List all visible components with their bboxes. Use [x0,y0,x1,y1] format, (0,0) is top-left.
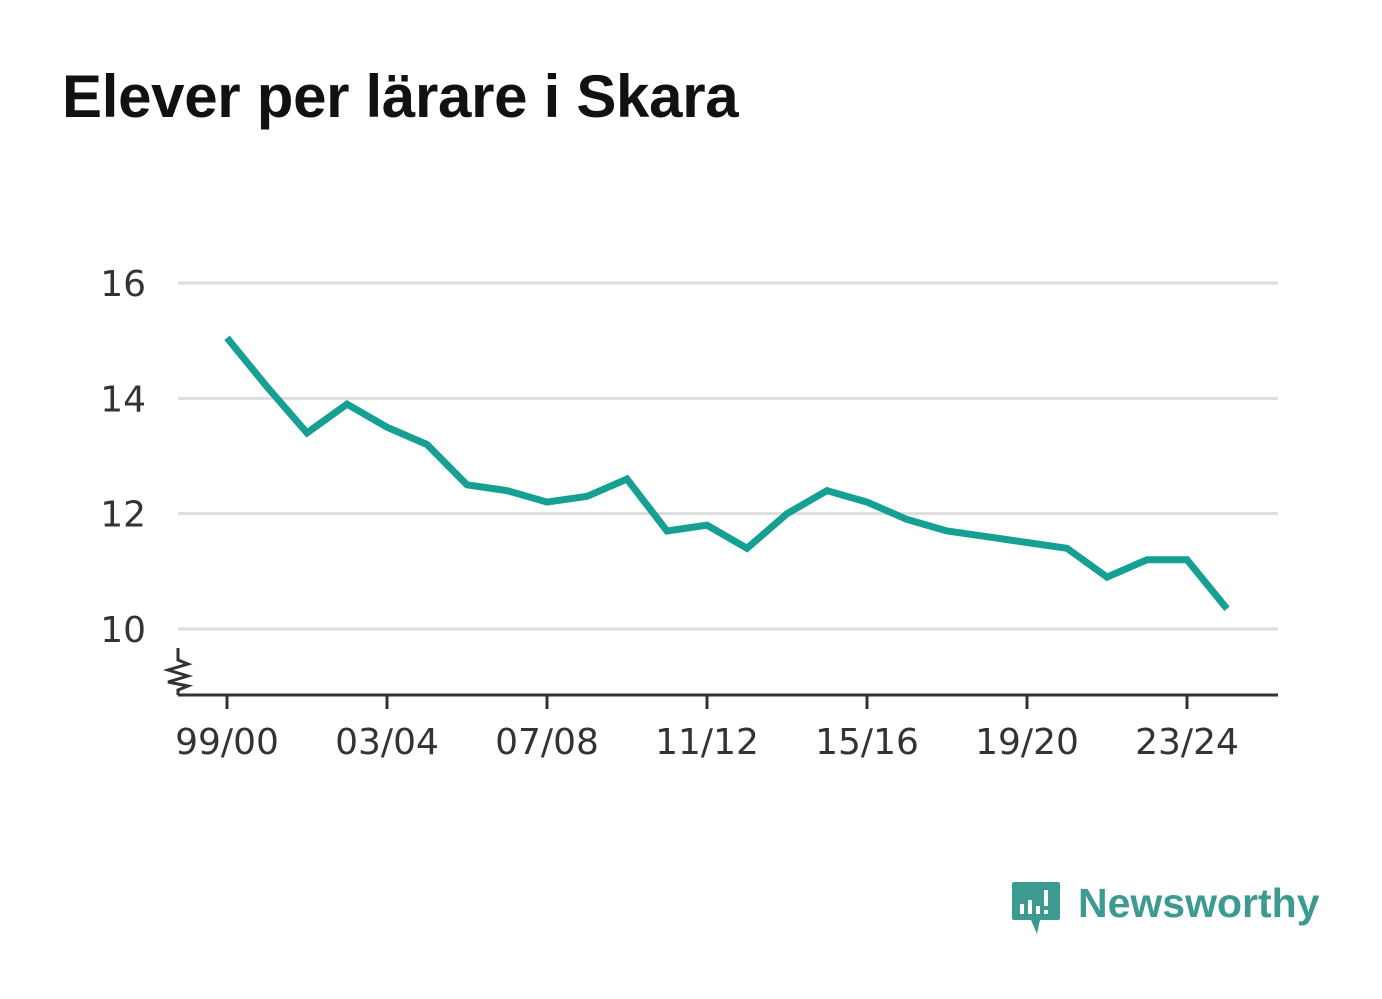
y-tick-label: 10 [100,610,146,651]
newsworthy-logo-icon [1012,882,1060,934]
x-tick-label: 03/04 [335,722,439,763]
chart-title: Elever per lärare i Skara [62,63,739,130]
brand-name: Newsworthy [1078,880,1320,926]
x-tick-label: 07/08 [495,722,599,763]
x-tick-label: 19/20 [975,722,1079,763]
series-line [224,335,1230,612]
brand-logo: Newsworthy [1010,876,1320,940]
x-tick-label: 99/00 [175,722,279,763]
y-tick-label: 12 [100,495,146,536]
axis-break-icon [162,648,194,695]
y-tick-label: 16 [100,264,146,305]
x-tick-label: 11/12 [655,722,759,763]
x-tick-label: 15/16 [815,722,919,763]
x-tick-label: 23/24 [1135,722,1239,763]
y-tick-label: 14 [100,379,146,420]
